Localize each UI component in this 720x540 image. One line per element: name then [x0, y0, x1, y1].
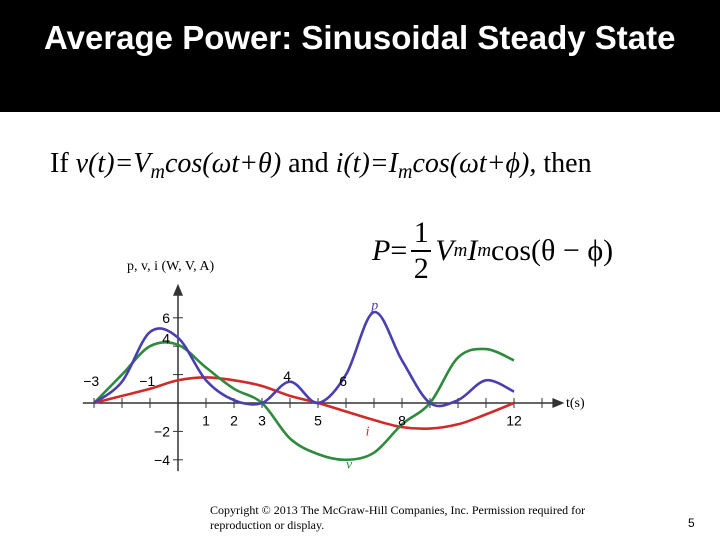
- formula-i-sub: m: [477, 240, 492, 261]
- x-tick-label: 12: [506, 413, 522, 429]
- i-subscript: m: [398, 161, 413, 183]
- x-tick-label: 1: [202, 413, 210, 429]
- x-axis-label: t(s): [566, 396, 585, 411]
- definition-line: If v(t)=Vmcos(ωt+θ) and i(t)=Imcos(ωt+ϕ)…: [50, 148, 592, 184]
- and-text: and: [281, 148, 336, 179]
- v-subscript: m: [150, 161, 165, 183]
- page-number: 5: [688, 516, 695, 530]
- series-p-label: p: [370, 298, 378, 313]
- y-tick-label: −2: [154, 423, 170, 439]
- copyright-notice: Copyright © 2013 The McGraw-Hill Compani…: [210, 503, 586, 532]
- x-tick-label: 2: [230, 413, 238, 429]
- formula-v: V: [435, 234, 454, 267]
- v-cos: cos(ωt+θ): [164, 148, 282, 179]
- y-tick-label: 6: [162, 310, 170, 326]
- formula-equals: =: [390, 234, 408, 267]
- formula-fraction: 1 2: [411, 216, 432, 285]
- x-axis-arrow: [552, 398, 565, 408]
- i-definition: i(t)=I: [335, 148, 399, 179]
- fraction-bar: [411, 250, 432, 252]
- formula-i: I: [467, 234, 478, 267]
- formula-v-sub: m: [453, 240, 468, 261]
- x-tick-label: −1: [139, 373, 155, 389]
- fraction-numerator: 1: [413, 216, 429, 249]
- x-tick-label: 6: [339, 373, 347, 389]
- i-cos: cos(ωt+ϕ),: [412, 148, 537, 179]
- formula-cos: cos(θ − ϕ): [491, 234, 614, 267]
- then-text: then: [536, 148, 592, 179]
- x-tick-label: 4: [283, 368, 291, 384]
- chart-curves: [93, 310, 515, 462]
- x-tick-label: 5: [314, 413, 322, 429]
- formula-lhs: P: [372, 234, 391, 267]
- series-i-label: i: [366, 425, 370, 440]
- y-tick-label: −4: [154, 452, 170, 468]
- series-i-line: [93, 376, 515, 431]
- series-p-line: [93, 310, 515, 408]
- y-tick-label: 4: [162, 330, 170, 346]
- x-tick-label: −3: [83, 373, 99, 389]
- series-v-label: v: [346, 457, 353, 472]
- fraction-denominator: 2: [413, 252, 429, 285]
- if-text: If: [50, 148, 76, 179]
- v-definition: v(t)=V: [75, 148, 151, 179]
- x-tick-label: 8: [398, 413, 406, 429]
- y-axis-arrow: [173, 283, 183, 296]
- x-tick-label: 3: [258, 413, 266, 429]
- series-v-line: [93, 340, 515, 462]
- title-bar: Average Power: Sinusoidal Steady State: [0, 0, 720, 112]
- y-axis-label: p, v, i (W, V, A): [127, 259, 214, 274]
- slide-title: Average Power: Sinusoidal Steady State: [44, 19, 676, 56]
